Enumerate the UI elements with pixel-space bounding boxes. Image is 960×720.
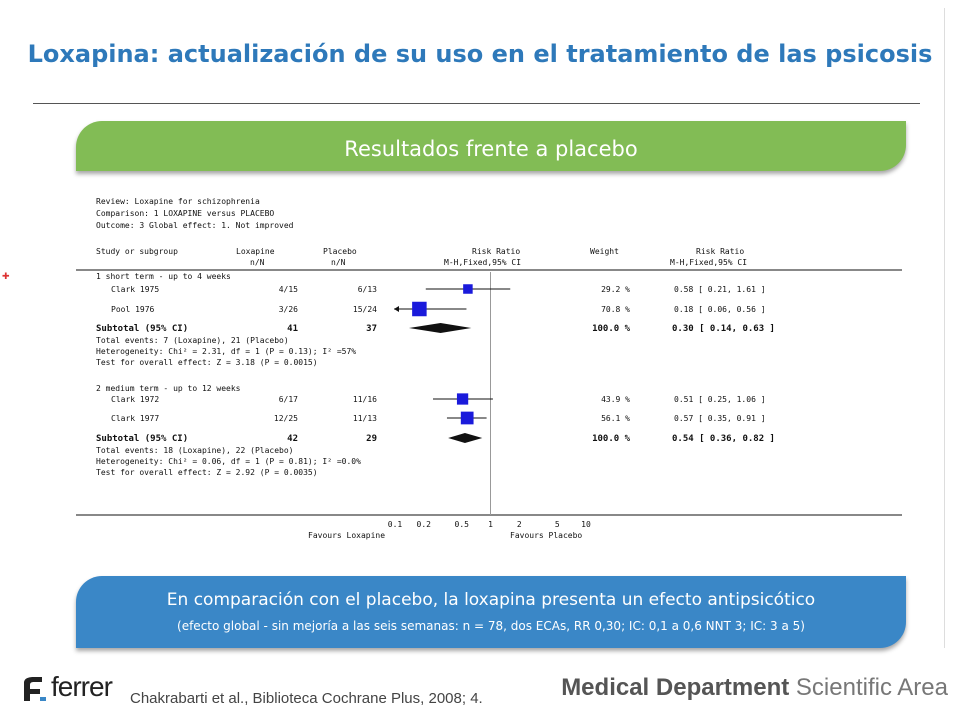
- favours-right: Favours Placebo: [510, 531, 582, 540]
- subtotal-diamond: [448, 433, 483, 443]
- study-exp: 4/15: [279, 285, 298, 294]
- group-label: 1 short term - up to 4 weeks: [96, 272, 231, 281]
- study-ci: 0.57 [ 0.35, 0.91 ]: [674, 414, 766, 423]
- favours-left: Favours Loxapine: [308, 531, 385, 540]
- ci-arrow: [394, 306, 399, 312]
- study-marker: [412, 301, 427, 317]
- col-exp: Loxapine: [236, 247, 275, 256]
- study-exp: 6/17: [279, 395, 298, 404]
- study-weight: 70.8 %: [601, 305, 630, 314]
- subtotal-ci: 0.54 [ 0.36, 0.82 ]: [672, 434, 775, 444]
- subtotal-weight: 100.0 %: [592, 434, 631, 444]
- col-ctrl: Placebo: [323, 247, 357, 256]
- group-note: Total events: 18 (Loxapine), 22 (Placebo…: [96, 446, 293, 455]
- ferrer-logo: ferrer: [20, 671, 130, 703]
- col-ctrl-sub: n/N: [331, 258, 346, 267]
- ferrer-brand-text: ferrer: [51, 671, 113, 702]
- department-label: Medical Department Scientific Area: [561, 674, 948, 702]
- study-name: Pool 1976: [111, 305, 155, 314]
- department-bold: Medical Department: [561, 674, 790, 701]
- study-weight: 43.9 %: [601, 395, 630, 404]
- col-weight: Weight: [590, 247, 619, 256]
- study-marker: [460, 411, 474, 425]
- col-exp-sub: n/N: [250, 258, 265, 267]
- page-title: Loxapina: actualización de su uso en el …: [27, 40, 933, 68]
- study-marker: [463, 284, 473, 294]
- study-weight: 56.1 %: [601, 414, 630, 423]
- review-line: Review: Loxapine for schizophrenia: [96, 197, 260, 206]
- x-tick-label: 10: [581, 520, 591, 529]
- study-weight: 29.2 %: [601, 285, 630, 294]
- study-ctrl: 15/24: [353, 305, 377, 314]
- col-rr2-sub: M-H,Fixed,95% CI: [670, 258, 747, 267]
- subtotal-diamond: [408, 323, 472, 333]
- group-note: Heterogeneity: Chi² = 0.06, df = 1 (P = …: [96, 457, 361, 466]
- col-rr2: Risk Ratio: [696, 247, 744, 256]
- subtotal-ci: 0.30 [ 0.14, 0.63 ]: [672, 324, 775, 334]
- comparison-line: Comparison: 1 LOXAPINE versus PLACEBO: [96, 209, 274, 218]
- subtotal-weight: 100.0 %: [592, 324, 631, 334]
- study-exp: 3/26: [279, 305, 298, 314]
- department-light: Scientific Area: [795, 674, 948, 701]
- study-ci: 0.18 [ 0.06, 0.56 ]: [674, 305, 766, 314]
- study-exp: 12/25: [274, 414, 298, 423]
- subtotal-ctrl: 37: [366, 324, 377, 334]
- study-marker: [456, 393, 469, 405]
- study-ci: 0.51 [ 0.25, 1.06 ]: [674, 395, 766, 404]
- col-rr-sub: M-H,Fixed,95% CI: [444, 258, 521, 267]
- subtotal-label: Subtotal (95% CI): [96, 324, 188, 334]
- x-tick-label: 0.1: [388, 520, 403, 529]
- right-border: [944, 8, 945, 648]
- title-divider: [33, 103, 920, 104]
- subtotal-exp: 42: [287, 434, 298, 444]
- x-tick-label: 2: [517, 520, 522, 529]
- ferrer-logo-icon: [24, 677, 46, 701]
- study-name: Clark 1972: [111, 395, 159, 404]
- study-ctrl: 11/16: [353, 395, 377, 404]
- x-tick-label: 0.5: [455, 520, 470, 529]
- group-note: Heterogeneity: Chi² = 2.31, df = 1 (P = …: [96, 347, 356, 356]
- citation: Chakrabarti et al., Biblioteca Cochrane …: [130, 690, 483, 707]
- section-header: Resultados frente a placebo: [344, 137, 638, 161]
- section-header-band: Resultados frente a placebo: [76, 121, 906, 171]
- edge-marker: ✚: [2, 272, 10, 282]
- study-name: Clark 1977: [111, 414, 159, 423]
- x-tick-label: 1: [488, 520, 493, 529]
- group-note: Test for overall effect: Z = 3.18 (P = 0…: [96, 358, 318, 367]
- study-ci: 0.58 [ 0.21, 1.61 ]: [674, 285, 766, 294]
- col-study: Study or subgroup: [96, 247, 178, 256]
- subtotal-label: Subtotal (95% CI): [96, 434, 188, 444]
- x-tick-label: 5: [555, 520, 560, 529]
- group-note: Test for overall effect: Z = 2.92 (P = 0…: [96, 468, 318, 477]
- conclusion-band: En comparación con el placebo, la loxapi…: [76, 576, 906, 648]
- study-name: Clark 1975: [111, 285, 159, 294]
- forest-plot: Review: Loxapine for schizophrenia Compa…: [76, 197, 902, 540]
- group-note: Total events: 7 (Loxapine), 21 (Placebo): [96, 336, 289, 345]
- outcome-line: Outcome: 3 Global effect: 1. Not improve…: [96, 221, 294, 230]
- study-ctrl: 6/13: [358, 285, 377, 294]
- x-tick-label: 0.2: [417, 520, 432, 529]
- subtotal-ctrl: 29: [366, 434, 377, 444]
- subtotal-exp: 41: [287, 324, 298, 334]
- col-rr: Risk Ratio: [472, 247, 520, 256]
- group-label: 2 medium term - up to 12 weeks: [96, 384, 241, 393]
- study-ctrl: 11/13: [353, 414, 377, 423]
- conclusion-detail: (efecto global - sin mejoría a las seis …: [177, 619, 805, 633]
- conclusion-main: En comparación con el placebo, la loxapi…: [166, 590, 816, 610]
